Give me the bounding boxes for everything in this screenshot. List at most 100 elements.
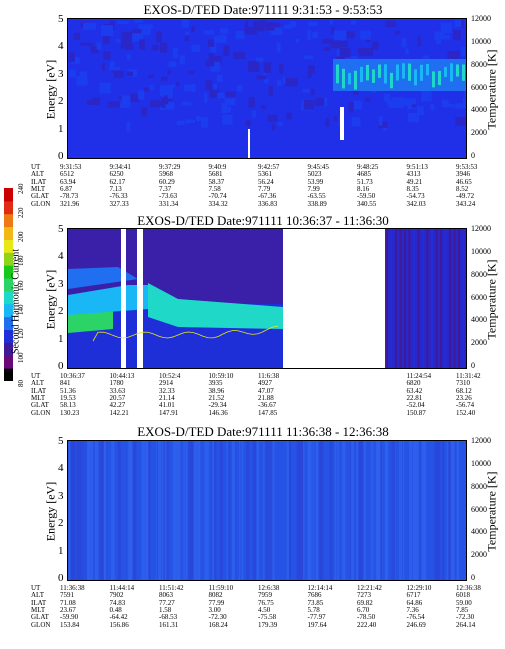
energy-tick-label: 3 xyxy=(58,489,64,502)
noise-patch xyxy=(416,106,424,116)
vertical-streak xyxy=(205,441,209,580)
temperature-tick-label: 0 xyxy=(471,361,475,370)
colorbar-swatch xyxy=(4,329,13,343)
vertical-streak xyxy=(370,441,374,580)
vertical-streak xyxy=(91,441,94,580)
ephemeris-value: 9:45:45 xyxy=(307,163,329,171)
flux-streak xyxy=(462,64,465,81)
vertical-streak xyxy=(315,441,318,580)
flux-streak xyxy=(438,70,441,86)
vertical-streak xyxy=(213,441,217,580)
colorbar-gradient xyxy=(4,188,13,381)
colorbar-swatch xyxy=(4,226,13,240)
temperature-tick-label: 10000 xyxy=(471,458,491,468)
noise-patch xyxy=(159,85,172,96)
vertical-streak xyxy=(241,441,244,580)
noise-patch xyxy=(224,98,236,106)
noise-patch xyxy=(365,97,371,102)
spectrogram-plot xyxy=(67,228,467,369)
vertical-streak xyxy=(158,441,161,580)
temperature-tick-label: 8000 xyxy=(471,269,487,279)
noise-patch xyxy=(191,84,196,93)
ephemeris-value: 161.31 xyxy=(159,620,179,629)
ephemeris-value: 197.64 xyxy=(307,620,327,629)
energy-tick-label: 3 xyxy=(58,277,64,290)
ephemeris-value: 331.34 xyxy=(159,199,179,208)
ephemeris-value: 11:44:14 xyxy=(109,584,135,592)
ephemeris-value: -76.33 xyxy=(109,192,128,201)
noise-patch xyxy=(132,29,142,35)
noise-patch xyxy=(307,71,312,78)
ephemeris-value: 74.83 xyxy=(109,598,126,607)
ephemeris-value: 8082 xyxy=(208,591,223,600)
vertical-streak xyxy=(111,441,115,580)
ephemeris-value: 150.87 xyxy=(406,408,426,417)
vertical-streak xyxy=(156,441,159,580)
noise-patch xyxy=(92,97,100,105)
noise-patch xyxy=(167,70,171,75)
ephemeris-value: 7.99 xyxy=(307,184,320,193)
ephemeris-row-label: ILAT xyxy=(31,598,47,607)
noise-patch xyxy=(304,55,314,60)
ephemeris-value: 340.55 xyxy=(357,199,377,208)
vertical-streak xyxy=(431,229,433,368)
ephemeris-value: 6820 xyxy=(406,379,421,388)
ephemeris-value: 42.27 xyxy=(109,401,126,410)
ephemeris-value: 9:40:9 xyxy=(208,163,227,171)
data-gap xyxy=(137,229,143,368)
vertical-streak xyxy=(211,441,215,580)
energy-tick-label: 0 xyxy=(58,360,64,372)
ephemeris-value: 59.00 xyxy=(456,598,472,607)
ephemeris-value: 19.53 xyxy=(60,393,76,402)
temperature-tick-label: 8000 xyxy=(471,59,487,69)
ephemeris-row-label: UT xyxy=(31,163,41,171)
ephemeris-value: -72.30 xyxy=(208,613,227,622)
vertical-streak xyxy=(361,441,364,580)
noise-patch xyxy=(244,26,257,35)
ephemeris-value: 46.65 xyxy=(456,177,472,186)
noise-patch xyxy=(260,19,266,30)
noise-patch xyxy=(276,42,281,53)
data-gap xyxy=(283,229,385,368)
noise-patch xyxy=(101,63,105,71)
noise-patch xyxy=(70,57,80,64)
noise-patch xyxy=(444,34,451,40)
ephemeris-row-label: MLT xyxy=(31,393,46,402)
ephemeris-value: 10:52:4 xyxy=(159,372,181,380)
ephemeris-value: 7.58 xyxy=(208,184,221,193)
ephemeris-value: 6717 xyxy=(406,591,421,600)
vertical-streak xyxy=(101,441,104,580)
noise-patch xyxy=(351,100,362,110)
noise-patch xyxy=(461,46,466,57)
ephemeris-value: 64.86 xyxy=(406,598,423,607)
vertical-streak xyxy=(446,441,449,580)
ephemeris-value: 1.58 xyxy=(159,605,172,614)
ephemeris-value: -29.34 xyxy=(208,401,227,410)
ephemeris-value: 10:44:13 xyxy=(109,372,135,380)
noise-patch xyxy=(150,100,160,108)
noise-patch xyxy=(436,36,442,44)
noise-patch xyxy=(256,57,264,62)
noise-patch xyxy=(447,53,458,62)
vertical-streak xyxy=(409,441,413,580)
noise-patch xyxy=(308,65,315,73)
noise-patch xyxy=(107,101,120,108)
ephemeris-row-label: GLON xyxy=(31,199,51,208)
vertical-streak xyxy=(337,441,339,580)
flux-streak xyxy=(354,70,357,90)
flux-streak xyxy=(336,64,339,84)
noise-patch xyxy=(273,22,281,28)
ephemeris-value: -70.74 xyxy=(208,192,227,201)
noise-patch xyxy=(105,33,109,43)
ephemeris-row-label: MLT xyxy=(31,605,46,614)
ephemeris-value: 58.37 xyxy=(208,177,225,186)
ephemeris-value: 7310 xyxy=(456,379,470,388)
temperature-tick-label: 0 xyxy=(471,151,475,160)
noise-patch xyxy=(417,36,421,47)
noise-patch xyxy=(195,115,201,122)
colorbar-swatch xyxy=(4,213,13,228)
vertical-streak xyxy=(93,441,95,580)
ephemeris-value: -78.50 xyxy=(357,613,376,622)
ephemeris-value: 338.89 xyxy=(307,199,327,208)
vertical-streak xyxy=(408,229,411,368)
